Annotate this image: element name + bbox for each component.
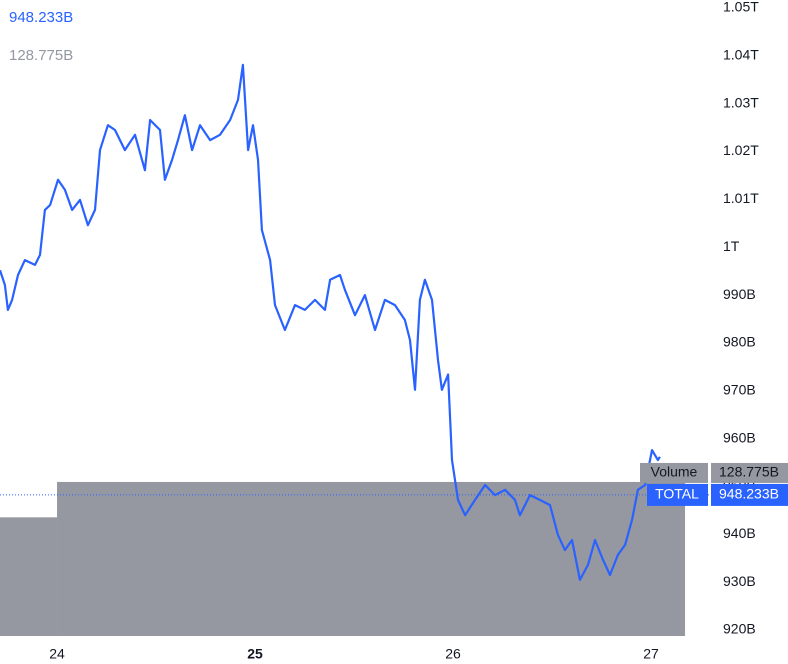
legend-total-value: 948.233B — [9, 9, 73, 26]
volume-name-box — [640, 462, 708, 483]
y-tick-label: 1.02T — [723, 142, 759, 158]
x-tick-label: 26 — [445, 646, 461, 662]
volume-name: Volume — [651, 464, 698, 480]
y-tick-label: 970B — [723, 381, 756, 397]
y-tick-label: 930B — [723, 573, 756, 589]
x-tick-label: 24 — [49, 646, 65, 662]
legend-volume-value: 128.775B — [9, 47, 73, 64]
volume-bar — [0, 517, 58, 636]
y-tick-label: 1T — [723, 238, 740, 254]
x-tick-label: 25 — [247, 646, 263, 662]
y-tick-label: 990B — [723, 286, 756, 302]
y-tick-label: 1.03T — [723, 94, 759, 110]
y-tick-label: 960B — [723, 429, 756, 445]
series-name: TOTAL — [655, 486, 699, 502]
volume-value-box — [711, 462, 788, 483]
series-name-box — [647, 483, 708, 506]
y-tick-label: 980B — [723, 334, 756, 350]
price-line — [0, 63, 661, 581]
y-tick-label: 1.05T — [723, 0, 759, 15]
volume-value-label: 128.775B — [719, 464, 779, 480]
volume-bar — [57, 481, 686, 636]
series-value-label: 948.233B — [719, 486, 779, 502]
y-tick-label: 940B — [723, 525, 756, 541]
series-value-box — [711, 483, 788, 506]
y-tick-label: 1.01T — [723, 190, 759, 206]
y-tick-label: 920B — [723, 621, 756, 637]
y-tick-label: 1.04T — [723, 47, 759, 63]
x-tick-label: 27 — [643, 646, 659, 662]
